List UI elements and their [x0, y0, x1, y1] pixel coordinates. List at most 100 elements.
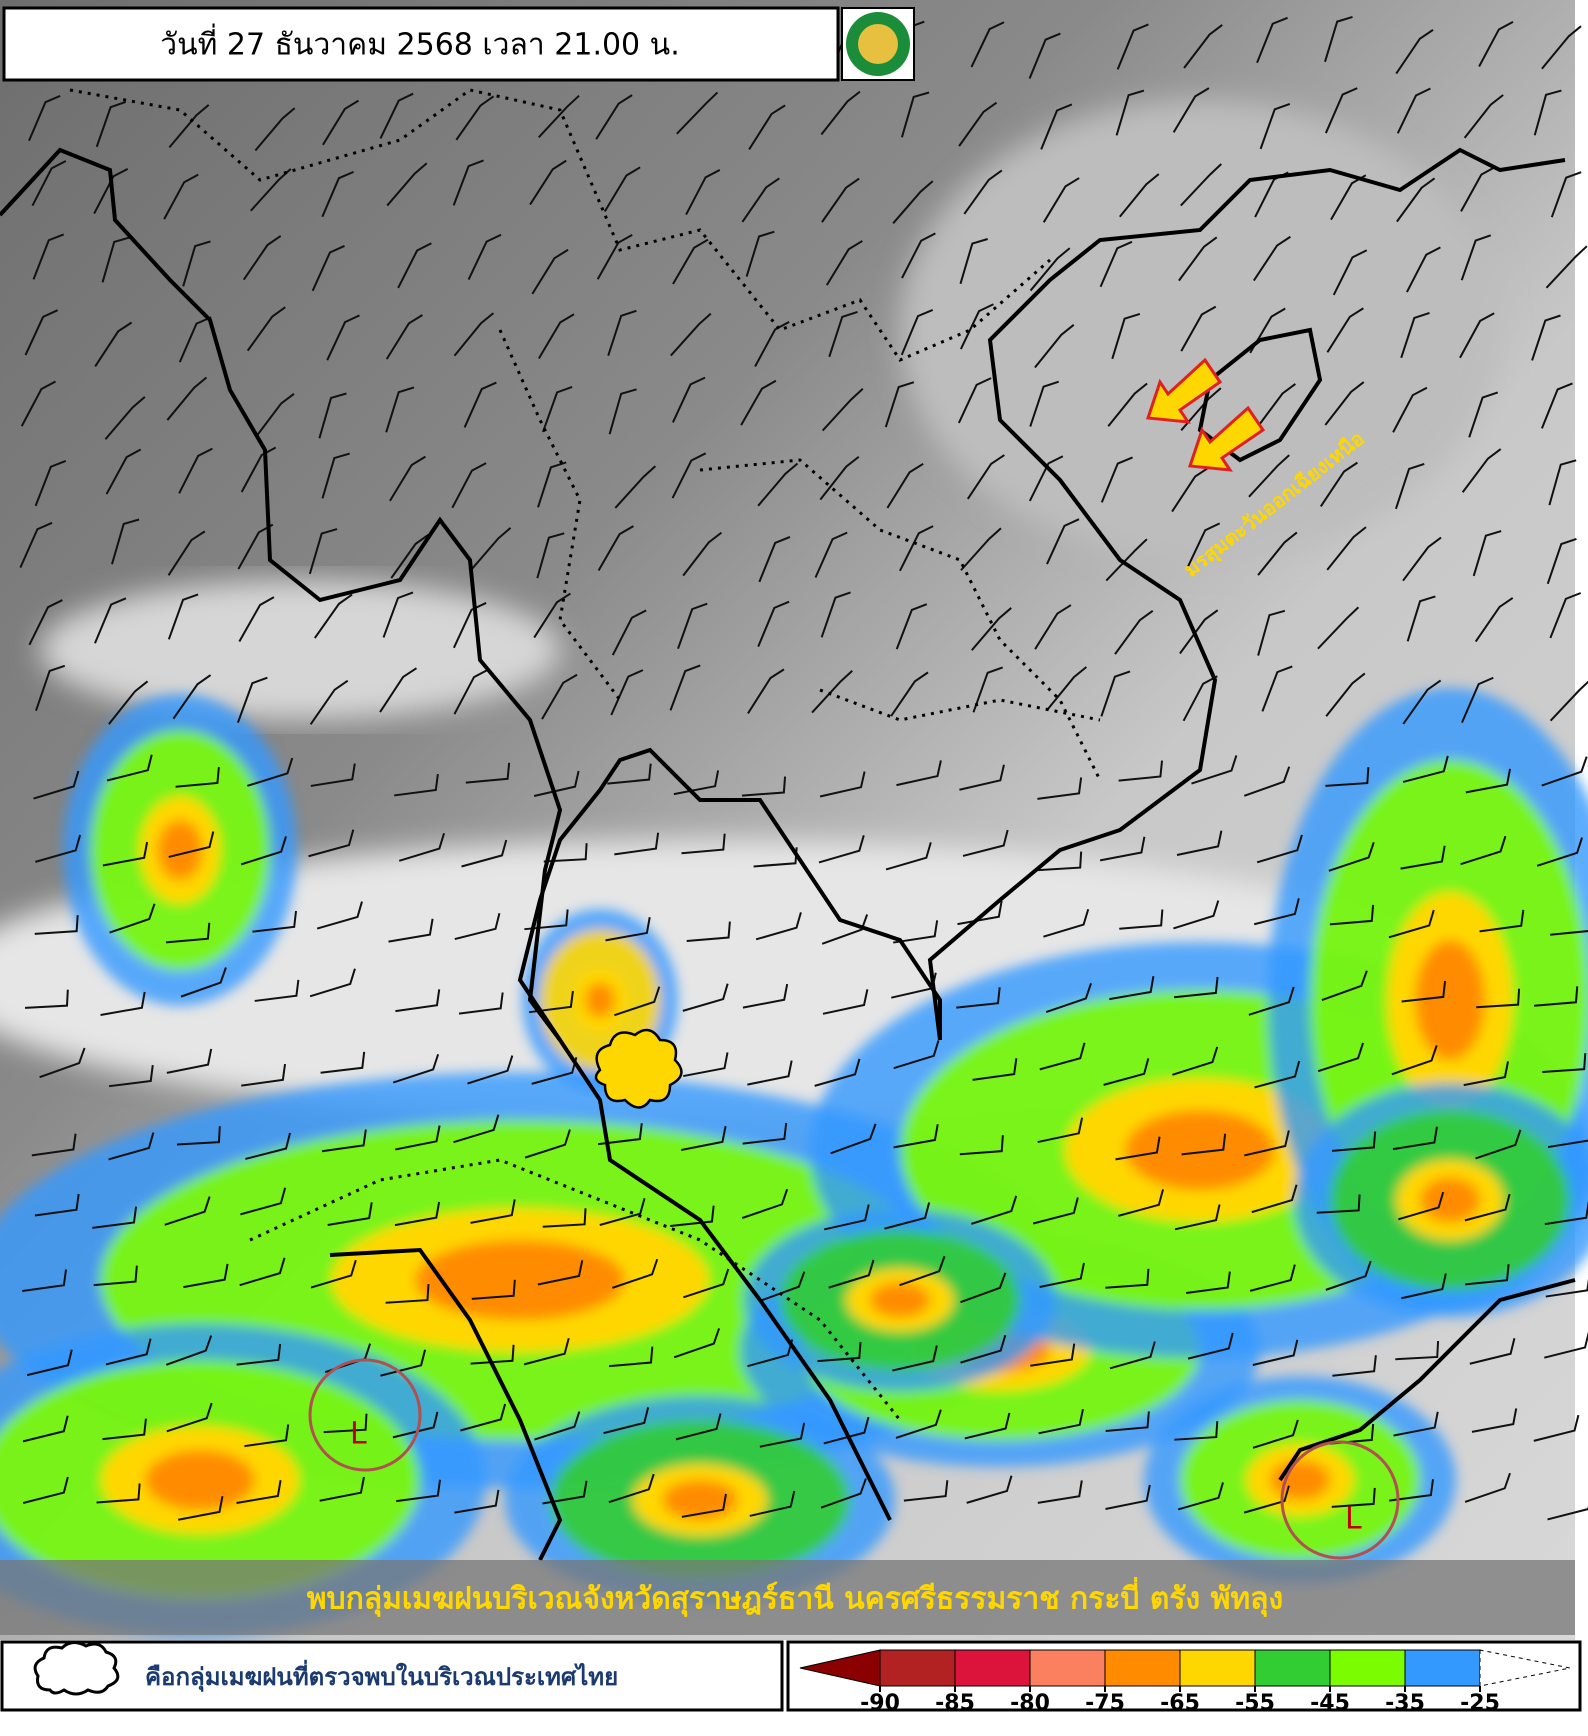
wind-barb — [605, 917, 651, 942]
wind-barb — [32, 233, 65, 280]
wind-barb — [818, 835, 865, 864]
wind-barb — [323, 1413, 368, 1434]
wind-barb — [1465, 1264, 1510, 1286]
wind-barb — [320, 1051, 366, 1074]
wind-barb — [900, 91, 930, 138]
wind-barb — [819, 455, 860, 501]
wind-barb — [455, 95, 495, 141]
wind-barb — [1392, 1126, 1438, 1151]
wind-barb — [1118, 1189, 1165, 1217]
wind-barb — [392, 1053, 440, 1084]
wind-barb — [959, 303, 994, 350]
wind-barb — [597, 525, 634, 572]
wind-barb — [1319, 461, 1358, 508]
wind-barb — [471, 1279, 516, 1300]
wind-barb — [1259, 102, 1291, 150]
cloud-icon — [33, 1641, 120, 1696]
wind-barb — [453, 1114, 500, 1144]
wind-barb — [1243, 766, 1291, 797]
wind-barb — [382, 591, 414, 638]
wind-barb — [1253, 898, 1300, 926]
wind-barb — [1029, 380, 1060, 427]
wind-barb — [379, 667, 418, 713]
wind-barb — [895, 603, 928, 650]
wind-barb — [101, 236, 130, 283]
wind-barb — [452, 602, 487, 649]
colorbar-segment — [1404, 1649, 1481, 1687]
wind-barb — [104, 396, 146, 440]
wind-barb — [1116, 23, 1149, 70]
wind-barb — [1180, 387, 1222, 431]
wind-barb — [960, 1334, 1007, 1364]
wind-barb — [385, 386, 415, 433]
wind-barb — [95, 100, 127, 148]
wind-barb — [1100, 456, 1133, 503]
wind-barb — [971, 607, 1012, 651]
wind-barb — [1251, 1184, 1298, 1214]
rain-cloud — [157, 820, 203, 880]
wind-barb — [395, 1125, 441, 1151]
wind-barb — [745, 230, 775, 277]
wind-barb — [1039, 1262, 1085, 1288]
wind-barb — [741, 177, 780, 223]
wind-barb — [1252, 1419, 1299, 1449]
rain-clouds — [0, 688, 1588, 1636]
wind-barb — [896, 760, 942, 787]
wind-barb — [254, 979, 300, 1002]
wind-barb — [1541, 756, 1588, 787]
wind-barb — [607, 309, 637, 356]
wind-barb — [1029, 247, 1071, 292]
wind-barb — [31, 1133, 77, 1157]
wind-barb — [1046, 518, 1080, 565]
wind-barb — [1115, 89, 1145, 136]
wind-barb — [885, 842, 932, 871]
wind-barb — [1256, 834, 1303, 864]
wind-barb — [1332, 249, 1368, 296]
wind-barb — [1471, 1408, 1518, 1433]
wind-barb — [1254, 1060, 1301, 1089]
colorbar-tick-label: -85 — [935, 1691, 975, 1716]
satellite-map: L L มรสุมตะวันออกเฉียงเหนือ พบกลุ่มเมฆฝน… — [0, 0, 1588, 1640]
wind-barb — [1028, 455, 1064, 502]
wind-barb — [1396, 87, 1431, 134]
wind-barb — [35, 834, 82, 863]
wind-barb — [166, 376, 208, 421]
wind-barb — [34, 915, 79, 935]
wind-barb — [167, 593, 199, 640]
low-circle — [1280, 1440, 1400, 1560]
wind-barb — [321, 170, 354, 218]
wind-barb — [321, 452, 350, 499]
wind-barb — [884, 1202, 931, 1230]
wind-barb — [167, 530, 206, 576]
wind-barb — [19, 521, 53, 569]
wind-barb — [610, 669, 644, 716]
wind-barb — [670, 312, 712, 357]
wind-barb — [670, 1205, 715, 1227]
wind-barb — [821, 177, 860, 223]
wind-barb — [821, 388, 864, 432]
wind-barb — [1536, 837, 1584, 867]
wind-barb — [454, 1489, 500, 1514]
wind-barb — [465, 762, 511, 784]
wind-barb — [316, 901, 363, 930]
wind-barb — [1325, 767, 1370, 787]
colorbar-tick-label: -65 — [1160, 1691, 1200, 1716]
wind-barb — [1316, 1194, 1361, 1214]
wind-barb — [893, 1040, 940, 1070]
wind-barb — [1174, 1204, 1221, 1231]
wind-barb — [239, 1257, 286, 1287]
wind-barb — [536, 532, 565, 579]
wind-barb — [673, 770, 720, 796]
wind-barb — [1472, 530, 1502, 577]
wind-barb — [1475, 1129, 1522, 1160]
wind-barb — [33, 770, 80, 800]
wind-barb — [759, 1422, 806, 1448]
wind-barb — [93, 168, 129, 215]
wind-barb — [1464, 1472, 1511, 1503]
wind-barb — [1252, 1339, 1299, 1366]
wind-barb — [972, 1058, 1018, 1081]
wind-barb — [1464, 1193, 1511, 1222]
wind-barb — [1468, 391, 1499, 438]
wind-barb — [35, 664, 66, 712]
wind-barb — [252, 910, 298, 933]
